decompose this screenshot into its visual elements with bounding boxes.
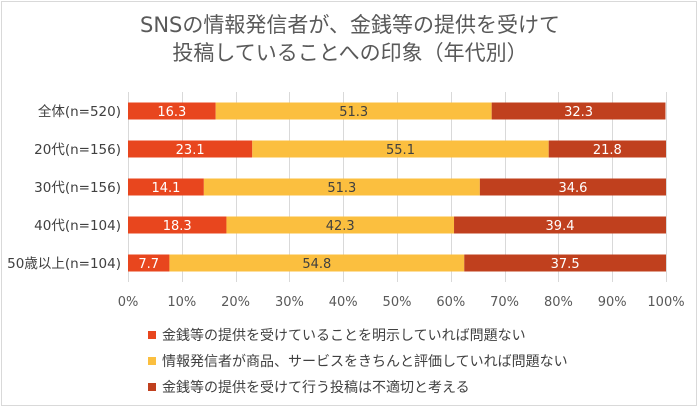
category-label: 30代(n=156) bbox=[34, 180, 121, 196]
bar-segment bbox=[464, 254, 666, 272]
legend-item-3: 金銭等の提供を受けて行う投稿は不適切と考える bbox=[148, 374, 568, 400]
x-tick-labels: 0% 10% 20% 30% 40% 50% 60% 70% 80% 90% 100% bbox=[118, 295, 685, 310]
data-label: 55.1 bbox=[386, 143, 415, 158]
bar-segment bbox=[128, 140, 253, 158]
x-tick-label: 70% bbox=[490, 295, 519, 310]
category-label: 50歳以上(n=104) bbox=[7, 256, 121, 272]
legend: 金銭等の提供を受けていることを明示していれば問題ない 情報発信者が商品、サービス… bbox=[148, 322, 568, 400]
bar-segment bbox=[252, 140, 549, 158]
x-tick-label: 30% bbox=[275, 295, 304, 310]
data-label: 51.3 bbox=[339, 105, 368, 120]
category-label: 全体(n=520) bbox=[38, 103, 121, 120]
data-label: 34.6 bbox=[558, 181, 587, 196]
bars: 16.3 51.3 32.3 23.1 55.1 21.8 14.1 51.3 34.6 18.3… bbox=[128, 102, 666, 272]
bar-segment bbox=[226, 216, 455, 234]
legend-label-1: 金銭等の提供を受けていることを明示していれば問題ない bbox=[162, 328, 526, 344]
bar-segment bbox=[169, 254, 465, 272]
data-label: 18.3 bbox=[163, 219, 192, 234]
legend-label-2: 情報発信者が商品、サービスをきちんと評価していれば問題ない bbox=[162, 354, 568, 370]
x-tick-label: 50% bbox=[383, 295, 412, 310]
legend-swatch-3 bbox=[148, 383, 156, 391]
data-label: 39.4 bbox=[546, 219, 575, 234]
bar-segment bbox=[454, 216, 666, 234]
x-tick-label: 100% bbox=[647, 295, 684, 310]
x-tick-label: 60% bbox=[436, 295, 465, 310]
bar-segment bbox=[215, 102, 492, 120]
x-tick-label: 0% bbox=[118, 295, 139, 310]
bar-segment bbox=[203, 178, 480, 196]
bar-segment bbox=[128, 102, 216, 120]
legend-item-2: 情報発信者が商品、サービスをきちんと評価していれば問題ない bbox=[148, 348, 568, 374]
bar-segment bbox=[548, 140, 666, 158]
legend-label-3: 金銭等の提供を受けて行う投稿は不適切と考える bbox=[162, 380, 470, 396]
data-label: 32.3 bbox=[564, 105, 593, 120]
chart-title-line-1: SNSの情報発信者が、金銭等の提供を受けて bbox=[140, 13, 560, 37]
x-tick-label: 80% bbox=[544, 295, 573, 310]
data-label: 14.1 bbox=[151, 181, 180, 196]
x-tick-label: 20% bbox=[221, 295, 250, 310]
bar-segment bbox=[479, 178, 666, 196]
category-labels: 全体(n=520) 20代(n=156) 30代(n=156) 40代(n=104) 5… bbox=[7, 103, 121, 272]
data-label: 21.8 bbox=[593, 143, 622, 158]
data-label: 54.8 bbox=[302, 257, 331, 272]
legend-swatch-2 bbox=[148, 357, 156, 365]
data-label: 37.5 bbox=[551, 257, 580, 272]
bar-segment bbox=[491, 102, 666, 120]
legend-item-1: 金銭等の提供を受けていることを明示していれば問題ない bbox=[148, 322, 568, 348]
x-tick-label: 90% bbox=[598, 295, 627, 310]
data-label: 16.3 bbox=[157, 105, 186, 120]
data-label: 51.3 bbox=[327, 181, 356, 196]
x-tick-label: 40% bbox=[329, 295, 358, 310]
bar-segment bbox=[128, 216, 227, 234]
category-label: 20代(n=156) bbox=[34, 142, 121, 158]
legend-swatch-1 bbox=[148, 331, 156, 339]
bar-segment bbox=[128, 254, 170, 272]
data-label: 23.1 bbox=[176, 143, 205, 158]
category-label: 40代(n=104) bbox=[34, 218, 121, 234]
chart-title-line-2: 投稿していることへの印象（年代別） bbox=[172, 41, 528, 65]
data-label: 42.3 bbox=[326, 219, 355, 234]
bar-segment bbox=[128, 178, 204, 196]
x-tick-label: 10% bbox=[167, 295, 196, 310]
data-label: 7.7 bbox=[138, 257, 159, 272]
